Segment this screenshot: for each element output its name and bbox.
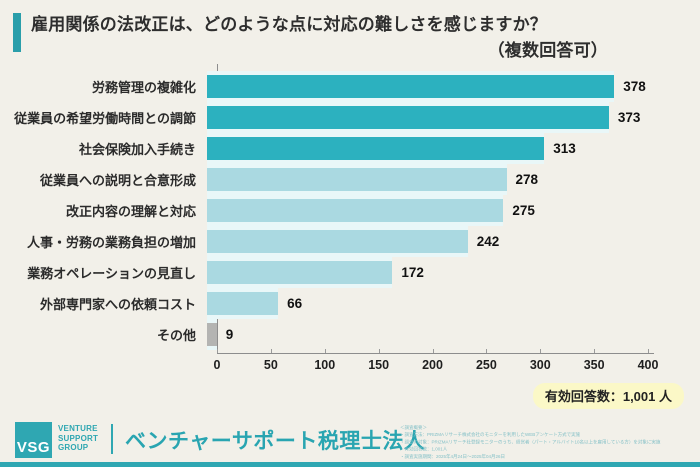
survey-note-line: ・調査実施期間：2025年4月24日～2025年04月26日 [400,453,506,459]
x-tick [217,349,218,353]
vsg-logo-caption-line: VENTURE [58,424,98,433]
title-line-2: （複数回答可） [487,41,608,61]
chart-row: 労務管理の複雑化 378 [0,71,700,102]
x-tick [432,349,434,353]
vsg-logo-caption-line: SUPPORT [58,433,99,443]
value-label: 9 [225,327,234,342]
footer-divider [111,424,113,454]
survey-note-line: ＜調査概要＞ [400,425,428,430]
bar [207,71,615,102]
chart-row: その他 9 [0,319,700,350]
vsg-logo-caption-line: GROUP [58,443,89,453]
bar [207,319,217,350]
bar [207,102,609,133]
x-tick-label: 200 [422,358,443,372]
vsg-logo-text: VSG [16,439,51,456]
page-title: 雇用関係の法改正は、どのような点に対応の難しさを感じますか？ （複数回答可） [31,12,608,65]
value-label: 378 [623,79,646,94]
x-tick-label: 400 [637,358,659,372]
bar [207,226,468,257]
category-label: 労務管理の複雑化 [91,80,196,95]
value-label: 172 [401,265,424,280]
category-label: 従業員への説明と合意形成 [39,173,196,188]
category-label: 人事・労務の業務負担の増加 [26,235,196,250]
value-label: 66 [287,296,303,311]
x-tick-label: 350 [583,358,605,372]
bar-chart: 労務管理の複雑化 378 従業員の希望労働時間との調節 373 社会保険加入手続き 313… [0,71,700,350]
value-label: 313 [553,141,576,156]
x-tick [324,349,326,353]
x-tick [378,349,380,353]
category-label: 改正内容の理解と対応 [65,204,196,219]
chart-row: 従業員の希望労働時間との調節 373 [0,102,700,133]
chart-row: 人事・労務の業務負担の増加 242 [0,226,700,257]
x-tick [594,349,596,353]
company-name: ベンチャーサポート税理士法人 [125,430,426,453]
vsg-logo: VSG [15,422,52,458]
survey-note-line: ・調査方法：PRIZMAリサーチ株式会社のモニターを利用したWEBアンケート方式… [400,432,581,438]
x-axis-line [217,353,654,354]
category-label: 業務オペレーションの見直し [27,266,196,281]
x-tick-label: 50 [263,358,278,372]
x-tick-label: 150 [368,358,390,372]
x-tick-label: 0 [213,358,221,372]
x-tick-label: 100 [314,358,336,372]
x-tick-label: 300 [529,358,551,372]
bar [207,288,279,319]
chart-row: 改正内容の理解と対応 275 [0,195,700,226]
chart-row: 社会保険加入手続き 313 [0,133,700,164]
footer-bottom-strip [0,462,700,467]
category-label: その他 [156,328,196,343]
category-label: 外部専門家への依頼コスト [39,297,196,312]
bar [207,164,507,195]
survey-note-line: ・有効回答数：1,001人 [400,446,448,452]
value-label: 242 [476,234,500,249]
chart-row: 業務オペレーションの見直し 172 [0,257,700,288]
x-tick [540,349,542,353]
value-label: 373 [617,110,641,125]
footer: VSG VENTURE SUPPORT GROUP ベンチャーサポート税理士法人 ＜… [0,408,700,467]
bar [207,133,545,164]
value-label: 278 [515,172,539,187]
valid-responses-badge: 有効回答数：1,001 人 [532,383,684,409]
x-tick-label: 250 [475,358,497,372]
value-label: 275 [512,203,535,218]
chart-row: 従業員への説明と合意形成 278 [0,164,700,195]
category-label: 従業員の希望労働時間との調節 [14,111,196,126]
x-tick [486,349,488,353]
x-tick [270,349,272,353]
survey-note-line: ・調査の対象：PRIZMAリサーチ社登録モニターのうち、経営者（パート・アルバイ… [400,439,661,445]
title-line-1: 雇用関係の法改正は、どのような点に対応の難しさを感じますか？ [31,15,547,34]
survey-notes: ＜調査概要＞ ・調査方法：PRIZMAリサーチ株式会社のモニターを利用したWEBア… [400,424,700,460]
x-tick [648,349,649,353]
category-label: 社会保険加入手続き [78,142,196,157]
title-accent-bar [13,13,21,52]
chart-row: 外部専門家への依頼コスト 66 [0,288,700,319]
bar [207,257,393,288]
bar [207,195,504,226]
vsg-logo-caption: VENTURE SUPPORT GROUP [58,424,98,453]
